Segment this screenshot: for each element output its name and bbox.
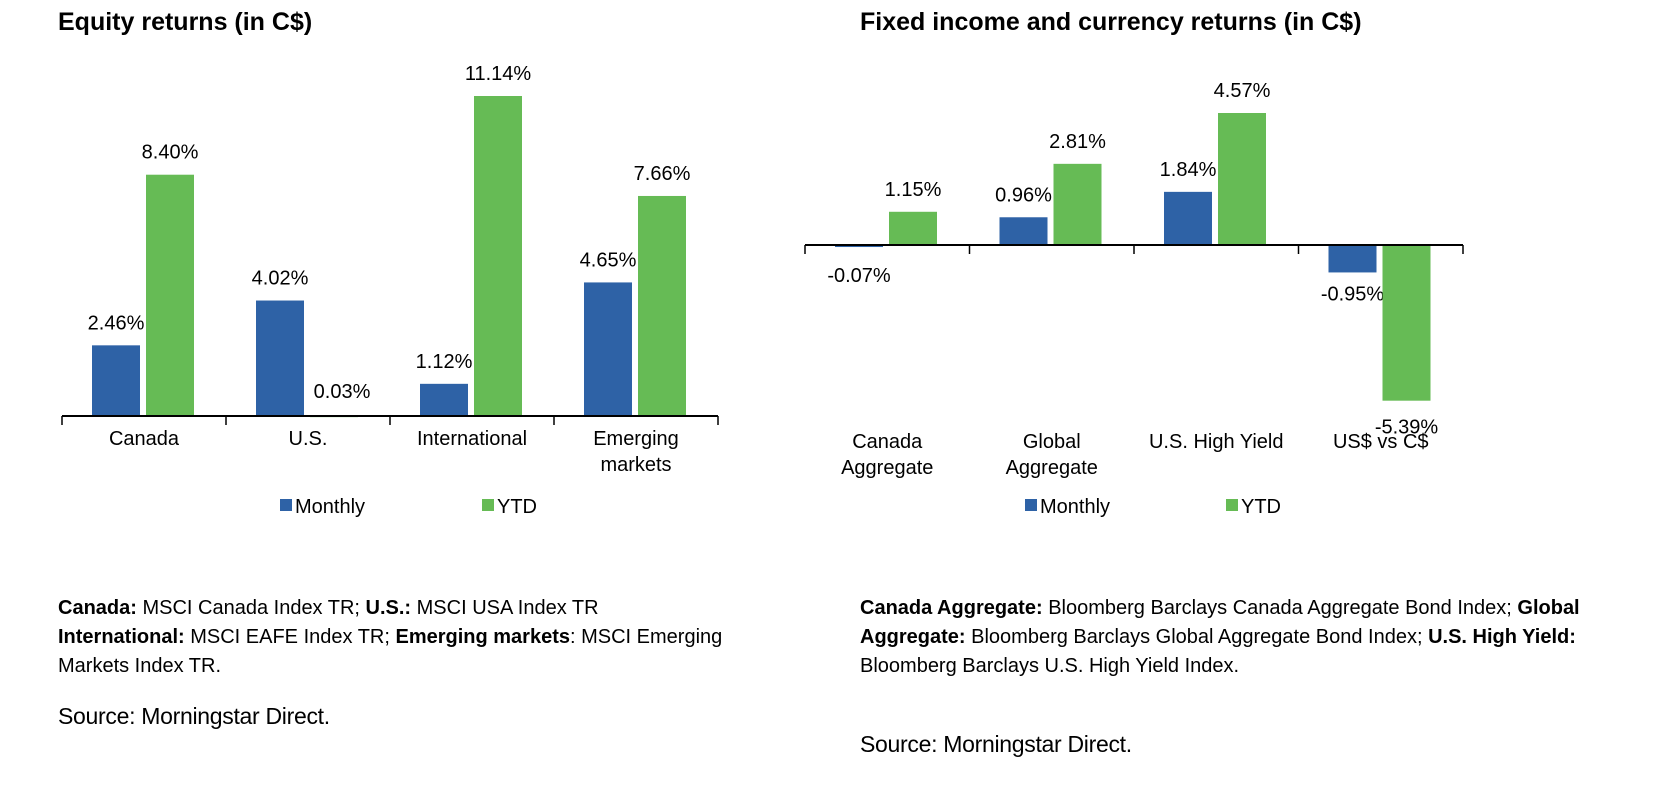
data-label-monthly-global-aggregate: 0.96% [995, 184, 1052, 206]
data-label-monthly-u-s-high-yield: 1.84% [1160, 159, 1217, 181]
footnote-term: Canada: [58, 597, 137, 619]
footnote-text: MSCI Canada Index TR; [136, 597, 366, 619]
category-label-global-aggregate: Global Aggregate [1006, 431, 1098, 479]
bar-monthly-us-vs-c [1328, 245, 1377, 273]
bar-ytd-canada [146, 174, 194, 416]
bar-ytd-global-aggregate [1053, 163, 1102, 245]
bar-ytd-u-s-high-yield [1218, 113, 1266, 245]
footnote-term: U.S. High Yield: [1428, 626, 1576, 648]
fixed-income-returns-panel: -0.07% 0.96% 1.84% -0.95% 1.15% 2.81% 4.57% -5.… [804, 0, 1666, 806]
bar-ytd-international [474, 96, 522, 416]
chart-title: Equity returns (in C$) [58, 8, 313, 36]
category-label-us-vs-c: US$ vs C$ [1333, 431, 1429, 453]
bar-monthly-canada-aggregate [835, 245, 883, 248]
data-label-ytd-u-s-high-yield: 4.57% [1214, 80, 1271, 102]
legend-swatch-monthly [280, 499, 292, 511]
source-note: Source: Morningstar Direct. [860, 731, 1132, 757]
legend-swatch-ytd [1226, 499, 1238, 511]
footnote-term: Canada Aggregate: [860, 597, 1043, 619]
footnote-term: Emerging markets [395, 626, 570, 648]
data-label-monthly-us-vs-c: -0.95% [1321, 283, 1385, 305]
category-label-international: International [417, 428, 527, 450]
footnote-term: Global Aggregate: [860, 597, 1580, 648]
footnote-term: U.S.: [365, 597, 412, 619]
bar-ytd-us-vs-c [1382, 245, 1431, 401]
data-label-monthly-canada-aggregate: -0.07% [827, 265, 891, 287]
equity-returns-chart: 2.46% 4.02% 1.12% 4.65% 8.40% 0.03% 11.14% 7.66… [61, 63, 719, 518]
legend-swatch-ytd [482, 499, 494, 511]
data-label-monthly-international: 1.12% [416, 351, 473, 373]
footnote-text: Bloomberg Barclays Canada Aggregate Bond… [1042, 597, 1518, 619]
footnote-text: Bloomberg Barclays U.S. High Yield Index… [860, 655, 1240, 677]
bar-monthly-international [420, 383, 468, 416]
data-label-ytd-canada: 8.40% [142, 142, 199, 164]
category-label-canada: Canada [109, 428, 180, 450]
data-label-ytd-international: 11.14% [465, 63, 532, 85]
fixed-income-returns-chart: -0.07% 0.96% 1.84% -0.95% 1.15% 2.81% 4.57% -5.… [804, 80, 1464, 518]
bar-ytd-canada-aggregate [889, 211, 937, 245]
legend-label-ytd: YTD [497, 496, 537, 518]
data-label-ytd-canada-aggregate: 1.15% [885, 179, 942, 201]
chart-title: Fixed income and currency returns (in C$… [860, 8, 1362, 36]
footnote-text: MSCI USA Index TR [411, 597, 599, 619]
chart-footnote: Canada: MSCI Canada Index TR; U.S.: MSCI… [58, 594, 788, 681]
legend-label-monthly: Monthly [295, 496, 365, 518]
data-label-monthly-u-s: 4.02% [252, 268, 309, 290]
bar-monthly-emerging-markets [584, 282, 632, 416]
category-label-canada-aggregate: Canada Aggregate [841, 431, 933, 479]
data-label-ytd-us-vs-c: -5.39% [1375, 417, 1439, 439]
bar-ytd-emerging-markets [638, 195, 686, 416]
footnote-text: : MSCI Emerging Markets Index TR. [58, 626, 723, 677]
chart-footnote: Canada Aggregate: Bloomberg Barclays Can… [860, 594, 1590, 681]
bar-monthly-global-aggregate [999, 217, 1048, 245]
legend-label-monthly: Monthly [1040, 496, 1110, 518]
category-label-u-s: U.S. [289, 428, 328, 450]
footnote-term: International: [58, 626, 185, 648]
bar-monthly-canada [92, 345, 140, 416]
footnote-text: MSCI EAFE Index TR; [184, 626, 396, 648]
category-label-emerging-markets: Emerging markets [593, 428, 679, 476]
data-label-ytd-emerging-markets: 7.66% [634, 163, 691, 185]
data-label-monthly-emerging-markets: 4.65% [580, 249, 637, 271]
data-label-ytd-global-aggregate: 2.81% [1049, 131, 1106, 153]
data-label-monthly-canada: 2.46% [88, 312, 145, 334]
footnote-text: Bloomberg Barclays Global Aggregate Bond… [965, 626, 1429, 648]
equity-returns-panel: 2.46% 4.02% 1.12% 4.65% 8.40% 0.03% 11.14% 7.66… [0, 0, 830, 806]
data-label-ytd-u-s: 0.03% [314, 381, 371, 403]
legend-label-ytd: YTD [1241, 496, 1281, 518]
bar-monthly-u-s [256, 300, 304, 416]
source-note: Source: Morningstar Direct. [58, 703, 330, 729]
bar-monthly-u-s-high-yield [1164, 191, 1212, 245]
legend-swatch-monthly [1025, 499, 1037, 511]
category-label-u-s-high-yield: U.S. High Yield [1149, 431, 1284, 453]
